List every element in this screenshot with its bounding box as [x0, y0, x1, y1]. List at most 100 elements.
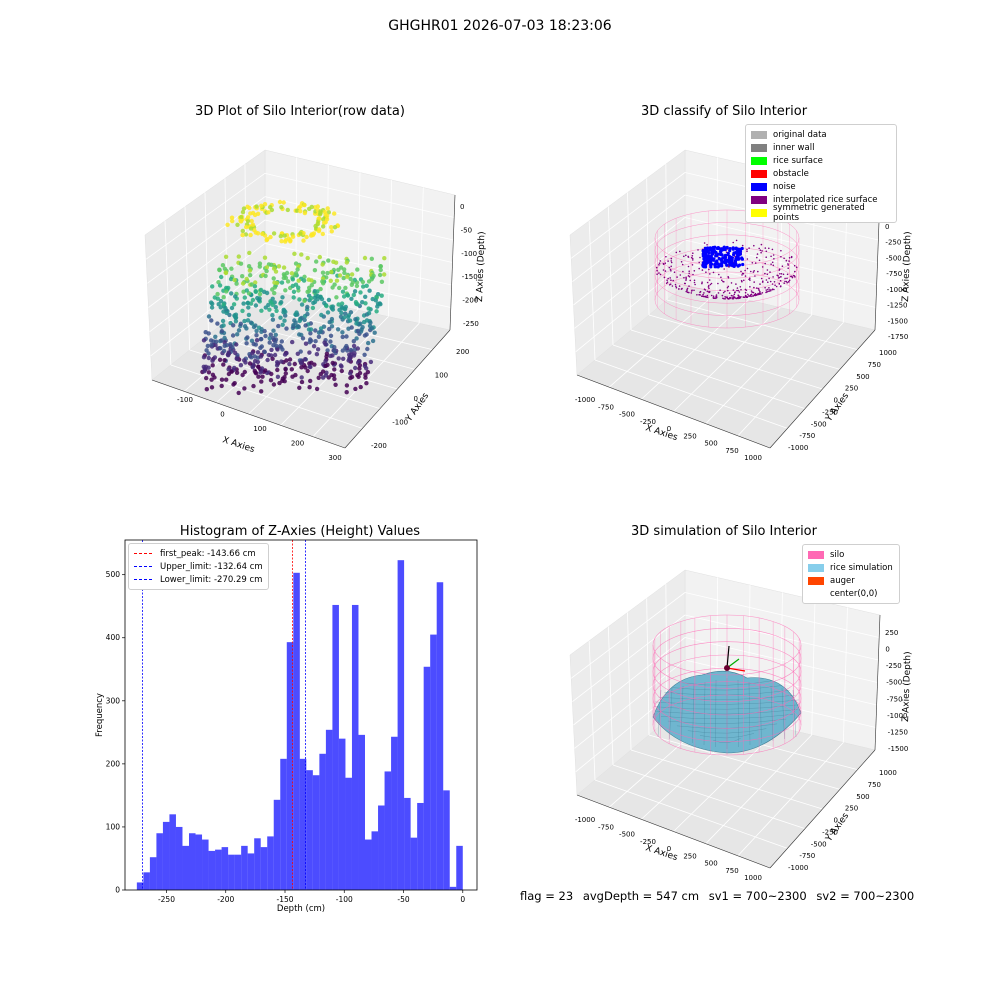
sim-y-tick-label: 0: [834, 817, 838, 825]
interpolated-point: [697, 249, 699, 251]
interpolated-point: [764, 286, 766, 289]
interpolated-point: [686, 291, 689, 293]
raw-point: [276, 323, 281, 329]
mesh-line: [715, 679, 717, 748]
raw-point: [336, 302, 341, 307]
raw-point: [233, 319, 239, 324]
raw-point: [325, 310, 331, 315]
raw-point: [290, 277, 295, 282]
raw-point: [274, 343, 279, 349]
raw-point: [325, 206, 330, 211]
interpolated-point: [779, 279, 782, 282]
raw-point: [287, 361, 292, 367]
raw-point: [203, 364, 209, 369]
interpolated-point: [693, 289, 695, 292]
raw-point: [326, 297, 332, 303]
interpolated-point: [655, 266, 658, 269]
legend-swatch: [751, 182, 767, 191]
axis-edge: [769, 329, 876, 449]
raw-point: [241, 301, 246, 306]
interpolated-point: [784, 277, 786, 280]
interpolated-point: [693, 281, 696, 284]
interpolated-point: [688, 270, 690, 272]
raw-point: [351, 292, 356, 298]
sim-z-tick-label: 0: [885, 646, 889, 654]
auger-shaft: [726, 645, 730, 669]
cls-y-tick-label: 1000: [879, 349, 897, 357]
raw-point: [231, 382, 236, 387]
raw-point: [308, 331, 313, 336]
raw-point: [369, 256, 374, 261]
interpolated-point: [685, 277, 687, 280]
raw-point: [347, 356, 352, 361]
raw-point: [255, 211, 261, 216]
histogram-bar: [221, 847, 229, 890]
raw-point: [265, 357, 270, 363]
raw-point: [357, 366, 362, 371]
noise-point: [701, 261, 705, 265]
raw-point: [223, 254, 229, 259]
auger-axes-marker: [724, 645, 746, 672]
raw-point: [302, 298, 307, 303]
interpolated-point: [683, 277, 685, 279]
interpolated-point: [710, 294, 713, 297]
interpolated-point: [685, 290, 687, 293]
raw-point: [325, 348, 330, 353]
y-tick-label: 300: [106, 696, 121, 705]
noise-point: [702, 265, 706, 269]
legend-label: obstacle: [773, 168, 809, 179]
legend-entry: center(0,0): [808, 587, 894, 600]
legend-entry: Lower_limit: -270.29 cm: [134, 573, 263, 586]
histogram-bar: [378, 805, 385, 890]
raw-point: [215, 321, 220, 326]
cls-x-tick-label: -750: [598, 403, 614, 411]
raw-point: [269, 300, 274, 305]
legend-label: center(0,0): [830, 588, 878, 599]
interpolated-point: [754, 292, 757, 295]
mesh-line: [692, 683, 695, 744]
raw-point: [338, 314, 344, 319]
noise-point: [732, 251, 736, 255]
raw-point: [217, 283, 223, 288]
raw-point: [329, 229, 334, 234]
interpolated-point: [753, 270, 755, 272]
raw-point: [354, 283, 360, 289]
raw-point: [210, 358, 215, 363]
raw-point: [249, 218, 254, 224]
raw-point: [345, 274, 350, 279]
raw-point: [271, 335, 276, 341]
raw-point: [281, 310, 286, 315]
raw-point: [313, 223, 318, 229]
raw-point: [226, 285, 231, 291]
raw-point: [201, 338, 207, 343]
raw-point: [224, 310, 229, 316]
interpolated-point: [746, 296, 748, 298]
raw-point: [269, 347, 274, 353]
raw-point: [231, 323, 236, 328]
noise-point: [727, 260, 731, 265]
raw-point: [272, 290, 277, 296]
grid-line: [684, 262, 876, 308]
noise-point: [714, 254, 718, 258]
interpolated-point: [775, 285, 778, 288]
raw-point: [245, 318, 251, 323]
raw-point: [245, 335, 250, 340]
interpolated-point: [751, 291, 753, 293]
histogram-bar: [371, 831, 379, 890]
interpolated-point: [754, 275, 756, 277]
interpolated-point: [668, 266, 671, 269]
raw-point: [317, 212, 323, 217]
interpolated-point: [658, 264, 660, 266]
legend-swatch: [751, 130, 767, 139]
raw-point: [253, 230, 259, 235]
raw-point: [283, 313, 288, 318]
raw-point: [341, 356, 346, 361]
raw-point: [279, 359, 284, 364]
interpolated-point: [704, 296, 707, 298]
raw-point: [289, 271, 295, 276]
raw-point: [364, 332, 369, 337]
raw-point: [323, 359, 328, 364]
raw-point: [353, 317, 358, 322]
raw-point: [374, 294, 379, 300]
sim-x-tick-label: -1000: [575, 816, 595, 824]
